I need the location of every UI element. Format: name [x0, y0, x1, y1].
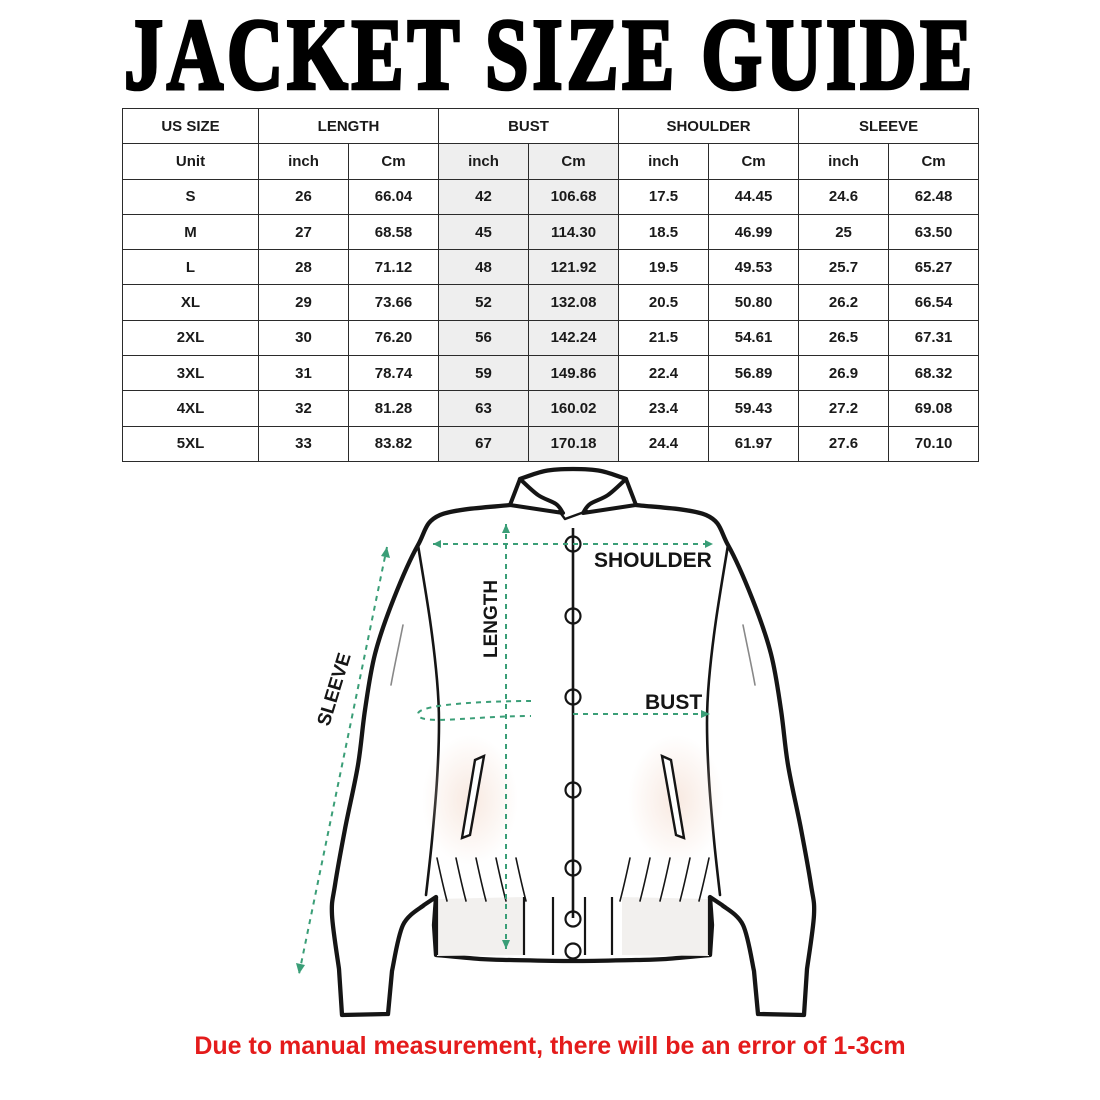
svg-text:BUST: BUST [645, 691, 702, 714]
svg-text:LENGTH: LENGTH [481, 580, 502, 658]
svg-text:SHOULDER: SHOULDER [594, 549, 712, 572]
svg-text:SLEEVE: SLEEVE [314, 651, 356, 729]
